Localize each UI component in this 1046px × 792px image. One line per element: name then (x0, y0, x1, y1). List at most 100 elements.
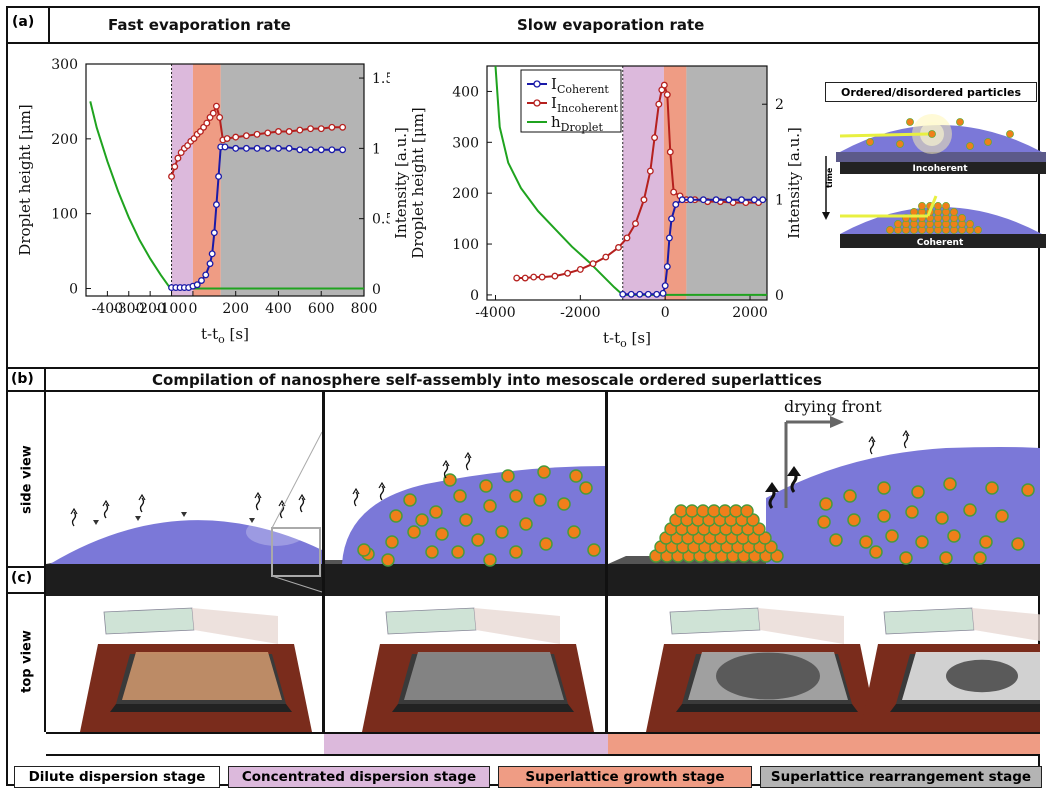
evaporation-arrow (442, 459, 450, 467)
top-view-illustration (80, 607, 1040, 732)
nanoparticle (905, 505, 919, 519)
inset-pile-particle (918, 202, 926, 210)
tag-c-box (6, 566, 46, 594)
point-incoherent (307, 125, 314, 133)
evaporation-arrow (464, 451, 472, 459)
point-incoherent (212, 102, 220, 110)
lattice-particle (729, 504, 743, 518)
evaporation-squiggle (71, 511, 77, 527)
strip-concentrated (324, 734, 608, 754)
inset-title: Ordered/disordered particles (840, 85, 1022, 99)
divider-1 (322, 392, 325, 732)
legend-rearrangement: Superlattice rearrangement stage (760, 766, 1042, 788)
nanoparticle (479, 479, 493, 493)
lattice-particle (707, 504, 721, 518)
point-incoherent (223, 135, 231, 142)
point-coherent (339, 146, 347, 154)
point-coherent (644, 290, 652, 298)
point-coherent (198, 277, 205, 284)
legend-dilute: Dilute dispersion stage (14, 766, 220, 788)
evaporation-arrow (868, 435, 876, 443)
substrate-3 (608, 564, 1040, 596)
fast-title: Fast evaporation rate (108, 16, 291, 34)
nanoparticle (537, 465, 551, 479)
point-coherent (317, 146, 325, 154)
substrate-edge (110, 704, 292, 712)
point-coherent (678, 196, 686, 204)
mirror-reflection (474, 608, 560, 644)
point-incoherent (253, 130, 261, 138)
nanoparticle (869, 545, 883, 559)
point-incoherent (632, 220, 639, 228)
droplet-highlight (246, 518, 306, 546)
point-incoherent (521, 274, 529, 282)
point-coherent (221, 143, 229, 151)
nanoparticle (963, 503, 977, 517)
stage-region-growth (192, 64, 221, 296)
nanoparticle (885, 529, 899, 543)
point-incoherent (564, 269, 572, 277)
legend-marker-coherent (533, 80, 541, 88)
inset-schematic: Incoherent time Coherent (822, 114, 1046, 248)
point-coherent (725, 196, 733, 204)
substrate-1 (46, 564, 322, 596)
nanoparticle (483, 499, 497, 513)
point-incoherent (530, 273, 538, 281)
chart-slow-evaporation: -4000 -2000 0 2000 0 100 200 300 400 0 1 2 t-to [s] D… (395, 65, 803, 350)
point-coherent (328, 146, 336, 154)
fast-evaporation-arrow (765, 482, 779, 492)
nanoparticle (509, 489, 523, 503)
inset-coherent-label: Coherent (917, 238, 964, 248)
point-incoherent (670, 188, 678, 196)
nanosphere-marker (93, 520, 99, 525)
x-axis-label: t-to [s] (201, 325, 249, 346)
point-coherent (661, 282, 669, 290)
point-incoherent (651, 134, 659, 142)
film-surface (122, 652, 282, 700)
point-incoherent (589, 260, 597, 268)
x-tick-label: 400 (265, 301, 292, 317)
point-incoherent (602, 253, 610, 261)
inset-pile-particle (886, 226, 894, 234)
point-coherent (636, 290, 644, 298)
top-view-stage (80, 607, 312, 732)
point-coherent (193, 281, 201, 289)
point-incoherent (174, 154, 182, 162)
y-right-tick-label: 0.5 (372, 212, 390, 228)
mirror-panel (669, 607, 761, 635)
strip-growth (608, 734, 1040, 754)
y-right-tick-label: 2 (775, 97, 784, 113)
point-incoherent (317, 125, 325, 133)
point-coherent (264, 144, 272, 152)
point-incoherent (328, 123, 336, 131)
lattice-particle (685, 504, 699, 518)
point-coherent (275, 144, 282, 152)
x-tick-label: -300 (113, 301, 144, 317)
nanoparticle (519, 517, 533, 531)
point-incoherent (646, 167, 654, 175)
nanoparticle (1011, 537, 1025, 551)
nanoparticle (817, 515, 831, 529)
legend-label-incoherent: IIncoherent (551, 94, 619, 115)
point-coherent (253, 144, 261, 152)
nanoparticle (385, 535, 399, 549)
y-right-tick-label: 1 (372, 141, 381, 157)
substrate-2 (325, 564, 605, 596)
nanoparticle (533, 493, 547, 507)
label-column (6, 392, 46, 732)
point-incoherent (551, 272, 559, 280)
nanoparticle (829, 533, 843, 547)
y-right-tick-label: 1 (775, 193, 784, 209)
point-incoherent (264, 129, 272, 137)
superlattice-pile (649, 504, 784, 563)
nanosphere-marker (181, 512, 187, 517)
x-tick-label: -200 (134, 301, 165, 317)
nanoparticle (425, 545, 439, 559)
nanoparticle (451, 545, 465, 559)
series-line-droplet (89, 101, 364, 290)
point-coherent (663, 263, 671, 271)
evaporation-arrow (298, 493, 306, 501)
nanoparticle (973, 551, 987, 565)
evaporation-squiggle (869, 439, 875, 455)
point-incoherent (209, 109, 217, 117)
